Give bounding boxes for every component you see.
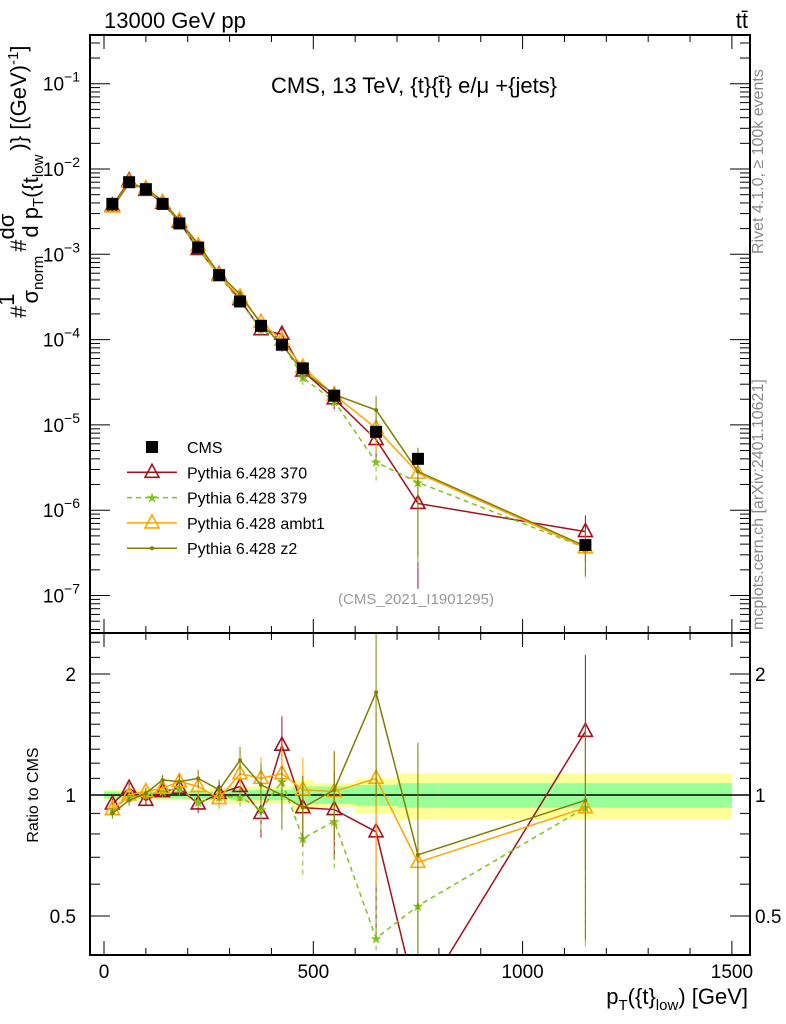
series-pythia-6-428-379-ratio-point: ★ (255, 802, 268, 818)
series-pythia-6-428-z2-ratio-point (238, 758, 243, 763)
series-pythia-6-428-ambt1-line (111, 181, 586, 549)
cms-data-point (579, 539, 592, 552)
series-pythia-6-428-z2-ratio-point (374, 690, 379, 695)
series-pythia-6-428-z2-ratio-point (110, 811, 115, 816)
series-pythia-6-428-z2-ratio-point (127, 798, 132, 803)
series-pythia-6-428-ambt1-ratio-point (231, 763, 249, 780)
legend-marker (143, 513, 161, 529)
series-pythia-6-428-z2-ratio-point (332, 787, 337, 792)
ratio-y-axis-label: Ratio to CMS (25, 747, 42, 842)
y-tick-label: 10−7 (43, 581, 80, 608)
ratio-y-tick-label-right: 0.5 (755, 907, 781, 928)
cms-data-point (275, 338, 288, 351)
cms-data-point (234, 295, 247, 308)
cms-data-point (156, 197, 169, 210)
y-tick-label: 10−4 (43, 325, 80, 352)
analysis-label: (CMS_2021_I1901295) (338, 591, 494, 608)
series-pythia-6-428-z2-ratio-point (177, 779, 182, 784)
series-pythia-6-428-379-point: ★ (370, 454, 383, 470)
series-pythia-6-428-z2-ratio-point (415, 852, 420, 857)
ratio-y-tick-label: 2 (65, 665, 76, 686)
main-y-axis-label: #1σnorm#dσd pT({tlow)} [(GeV)-1] (0, 46, 47, 318)
process-label: tt̄ (736, 8, 748, 33)
legend-marker (150, 546, 154, 551)
cms-data-point (139, 183, 152, 196)
cms-data-point (123, 176, 136, 189)
series-pythia-6-428-z2-ratio-point (217, 787, 222, 792)
series-pythia-6-428-370-line (111, 179, 586, 533)
series-pythia-6-428-z2-point (374, 408, 379, 413)
chart-title: CMS, 13 TeV, {t}{t̄} e/μ +{jets} (271, 73, 557, 98)
ratio-y-tick-label: 1 (65, 786, 76, 807)
series-pythia-6-428-z2-point (238, 292, 243, 297)
cms-data-point (106, 197, 119, 210)
series-pythia-6-428-370-ratio-point (231, 776, 249, 793)
cms-data-point (370, 425, 383, 438)
series-pythia-6-428-379-line (111, 181, 586, 549)
x-tick-label: 1000 (501, 962, 543, 983)
axes: 0 500 1000 1500 10−1 10−2 10−3 10−4 10−5 10−6 10−7… (43, 34, 781, 983)
series-pythia-6-428-379-ratio-point: ★ (192, 794, 205, 810)
series-pythia-6-428-z2-ratio-point (300, 805, 305, 810)
y-tick-label: 10−1 (43, 69, 80, 96)
legend-label: Pythia 6.428 ambt1 (187, 516, 325, 533)
legend-label: Pythia 6.428 379 (187, 491, 307, 508)
cms-data-point (213, 269, 226, 282)
cms-data-point (296, 362, 309, 375)
y-tick-label: 10−6 (43, 495, 80, 522)
series-pythia-6-428-z2-ratio-point (143, 791, 148, 796)
cms-data-point (173, 217, 186, 230)
ratio-plot-area: ★★★★★★★★★★★★★★★ (90, 633, 750, 955)
series-pythia-6-428-z2-ratio-point (160, 777, 165, 782)
legend-marker (143, 462, 161, 479)
x-tick-label: 1500 (711, 962, 753, 983)
series-pythia-6-428-ambt1-ratio-point (154, 778, 171, 794)
cms-data-point (192, 241, 205, 254)
beam-label: 13000 GeV pp (104, 8, 246, 33)
series-pythia-6-428-z2-ratio-point (279, 793, 284, 797)
mcplots-label: mcplots.cern.ch [arXiv:2401.10621] (750, 379, 767, 630)
y-tick-label: 10−5 (43, 410, 80, 437)
x-tick-label: 500 (297, 962, 329, 983)
y-tick-label: 10−2 (43, 154, 80, 181)
x-axis-label: pT({t}low) [GeV] (606, 984, 748, 1014)
main-plot-area: ★★★★★★★★★★★★★★★ (104, 171, 594, 589)
legend-label: CMS (187, 440, 223, 457)
ratio-y-tick-label-right: 2 (755, 665, 766, 686)
rivet-version-label: Rivet 4.1.0, ≥ 100k events (750, 69, 767, 254)
legend-label: Pythia 6.428 370 (187, 465, 307, 482)
legend-marker: ★ (146, 490, 159, 506)
cms-data-point (254, 319, 267, 332)
series-pythia-6-428-z2-point (415, 469, 420, 474)
series-pythia-6-428-379-ratio-point: ★ (234, 789, 247, 805)
legend: CMS Pythia 6.428 370 ★ Pythia 6.428 379 Pyth… (127, 440, 325, 558)
series-pythia-6-428-z2-ratio-point (583, 798, 588, 803)
y-tick-label: 10−3 (43, 239, 80, 266)
cms-data-point (328, 389, 341, 402)
series-pythia-6-428-z2-line (111, 182, 586, 547)
ratio-y-tick-label: 0.5 (50, 907, 76, 928)
series-pythia-6-428-z2-ratio-point (258, 782, 263, 787)
cms-data-point (411, 452, 424, 465)
ratio-plot-frame (89, 632, 751, 956)
legend-label: Pythia 6.428 z2 (187, 541, 297, 558)
series-pythia-6-428-ambt1-ratio-point (210, 788, 228, 805)
series-pythia-6-428-370-ratio-point (137, 790, 155, 807)
x-tick-label: 0 (99, 962, 110, 983)
series-pythia-6-428-z2-ratio-point (196, 776, 201, 781)
series-pythia-6-428-379-ratio-point: ★ (370, 930, 383, 946)
series-pythia-6-428-370-ratio-point (189, 794, 207, 810)
series-pythia-6-428-ambt1-ratio-point (189, 776, 207, 793)
legend-marker (146, 441, 158, 453)
ratio-y-tick-label-right: 1 (755, 786, 766, 807)
